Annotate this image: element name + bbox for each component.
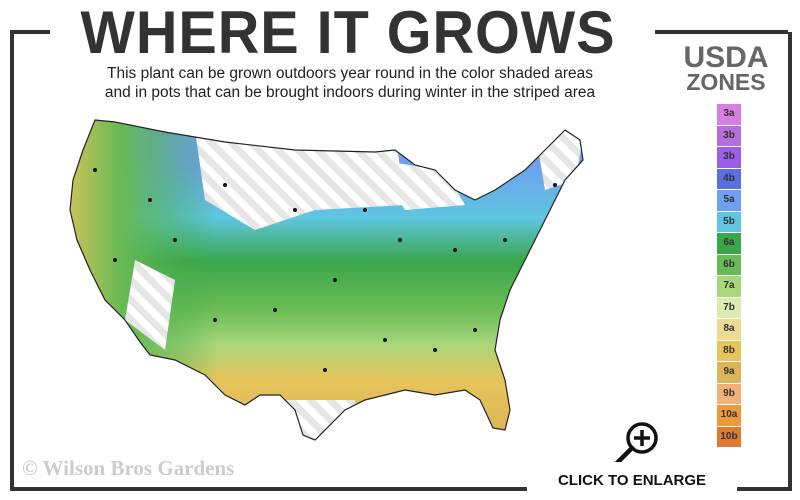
frame-top-right [655, 30, 788, 34]
legend-title-line-1: USDA [683, 41, 769, 74]
subtitle: This plant can be grown outdoors year ro… [40, 64, 660, 102]
legend-zone-3a: 3a [717, 104, 741, 125]
legend-zone-5b: 5b [717, 211, 741, 232]
click-to-enlarge-button[interactable]: CLICK TO ENLARGE [527, 462, 737, 500]
subtitle-line-2: and in pots that can be brought indoors … [104, 84, 596, 101]
legend-title: USDA ZONES [676, 41, 776, 95]
magnifier-plus-icon[interactable] [610, 420, 666, 466]
striped-area-north [195, 130, 405, 230]
copyright-watermark: © Wilson Bros Gardens [22, 456, 235, 480]
legend-zone-8b: 8b [717, 340, 741, 361]
legend-zone-6a: 6a [717, 233, 741, 254]
subtitle-line-1: This plant can be grown outdoors year ro… [107, 65, 593, 82]
legend-title-line-2: ZONES [686, 69, 766, 95]
city-dots [93, 168, 557, 372]
frame [10, 32, 792, 491]
legend-zone-9b: 9b [717, 383, 741, 404]
striped-area-south-texas [285, 400, 365, 440]
legend-zone-3b: 3b [717, 147, 741, 168]
legend-zone-4b: 4b [717, 168, 741, 189]
legend-zone-5a: 5a [717, 190, 741, 211]
striped-area-nevada [125, 260, 175, 350]
us-zone-map[interactable] [55, 110, 595, 470]
zone-legend: 3a 3b 3b 4b 5a 5b 6a 6b 7a 7b 8a 8b 9a 9b 10a 10b [717, 104, 741, 448]
legend-zone-8a: 8a [717, 319, 741, 340]
page-title: WHERE IT GROWS [60, 0, 636, 68]
legend-zone-9a: 9a [717, 362, 741, 383]
legend-zone-10b: 10b [717, 426, 741, 447]
frame-top-left [10, 30, 50, 34]
legend-zone-10a: 10a [717, 405, 741, 426]
legend-zone-7b: 7b [717, 297, 741, 318]
legend-zone-7a: 7a [717, 276, 741, 297]
us-outline [69, 119, 584, 441]
legend-zone-3b: 3b [717, 125, 741, 146]
legend-zone-6b: 6b [717, 254, 741, 275]
